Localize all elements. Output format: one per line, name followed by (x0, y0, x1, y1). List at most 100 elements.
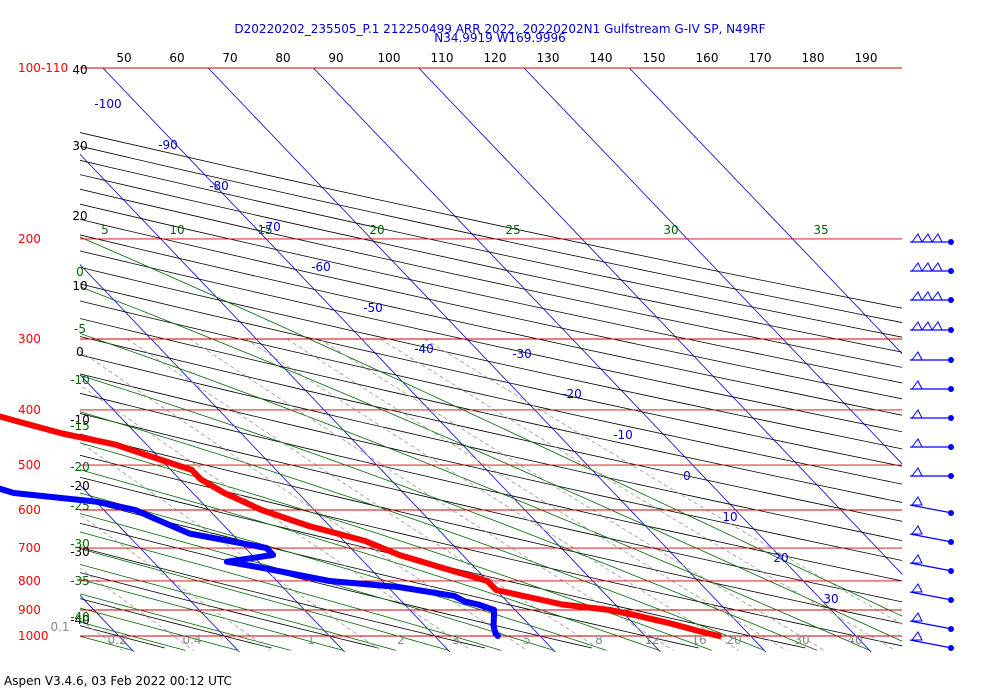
isotherm-line (418, 68, 902, 575)
wind-barb (910, 380, 954, 392)
mixing-ratio-label: 2 (397, 633, 405, 647)
moist-adiabat (80, 469, 660, 651)
wind-barb-staff (909, 591, 953, 601)
dry-adiabat-label: 30 (72, 139, 87, 153)
moist-adiabat (80, 411, 765, 651)
dry-adiabat (80, 250, 902, 433)
isotherm-line (80, 594, 135, 652)
top-axis-label: 110 (431, 51, 454, 65)
moist-adiabat (80, 593, 291, 651)
wind-barb-pennant (911, 438, 923, 448)
pressure-label: 200 (18, 232, 41, 246)
moist-adiabat-top-label: 10 (169, 223, 184, 237)
wind-barb-pennant (921, 291, 933, 301)
dry-adiabat (80, 159, 902, 338)
moist-adiabat (80, 236, 902, 617)
wind-barb-pennant (931, 262, 943, 272)
dry-adiabat (80, 203, 902, 384)
pressure-label: 900 (18, 603, 41, 617)
wind-barb-station (948, 386, 954, 392)
dry-adiabat (80, 499, 699, 649)
moist-adiabat (80, 333, 870, 651)
wind-barb-station (948, 297, 954, 303)
wind-barb-staff (909, 620, 953, 630)
wind-barb-pennant (921, 233, 933, 243)
mixing-ratio-label: 0.4 (182, 633, 201, 647)
mixing-ratio-line (80, 514, 271, 651)
moist-adiabat (80, 564, 396, 651)
wind-barbs (909, 233, 954, 651)
top-axis-label: 60 (169, 51, 184, 65)
moist-adiabat (80, 492, 607, 651)
isotherm-label: -40 (414, 342, 434, 356)
wind-barb-station (948, 473, 954, 479)
wind-barb-station (948, 597, 954, 603)
dry-adiabat-label: 20 (72, 209, 87, 223)
dry-adiabat (80, 266, 902, 450)
dry-adiabat (80, 234, 902, 416)
wind-barb-staff (909, 533, 953, 543)
wind-barb (909, 612, 954, 632)
wind-barb-station (948, 327, 954, 333)
wind-barb-station (948, 239, 954, 245)
wind-barb-pennant (911, 262, 923, 272)
dry-adiabat (80, 572, 379, 649)
moist-adiabat (80, 374, 818, 651)
mixing-ratio-label: 0.1 (50, 620, 69, 634)
wind-barb-pennant (921, 262, 933, 272)
isotherm-label: 0 (683, 469, 691, 483)
moist-adiabat-label: -40 (70, 610, 90, 624)
dry-adiabat (80, 413, 902, 603)
wind-barb-station (948, 568, 954, 574)
top-axis-label: 180 (802, 51, 825, 65)
wind-barb-pennant (911, 291, 923, 301)
dry-adiabat (80, 354, 902, 542)
isotherm-label: -80 (209, 179, 229, 193)
pressure-label: 800 (18, 574, 41, 588)
wind-barb-station (948, 645, 954, 651)
isotherm-line (80, 374, 345, 652)
wind-barb-station (948, 626, 954, 632)
mixing-ratio-label: 1 (307, 633, 315, 647)
wind-barb-pennant (911, 631, 923, 641)
wind-barb-pennant (911, 583, 923, 593)
dry-adiabat-label: -20 (70, 479, 90, 493)
wind-barb-pennant (931, 321, 943, 331)
wind-barb-station (948, 539, 954, 545)
mixing-ratio-line (319, 338, 825, 651)
isotherm-label: -20 (562, 387, 582, 401)
top-axis-label: 130 (537, 51, 560, 65)
top-axis-label: 90 (328, 51, 343, 65)
wind-barb (910, 233, 954, 245)
moist-adiabat-top-label: 5 (101, 223, 109, 237)
chart-title-line1: D20220202_235505_P.1 212250499 ARR 2022,… (234, 22, 765, 36)
isotherm-line (80, 153, 556, 652)
top-axis-label: 120 (484, 51, 507, 65)
isotherm-line (80, 484, 240, 652)
top-axis-label: 190 (855, 51, 878, 65)
chart-title-line2: N34.9919 W169.9996 (434, 31, 566, 45)
dry-adiabat-label: 0 (76, 345, 84, 359)
top-axis-label: 160 (696, 51, 719, 65)
moist-adiabat (80, 531, 502, 651)
isotherm-label: -60 (311, 260, 331, 274)
isotherm-label: 20 (773, 551, 788, 565)
moist-adiabat (80, 548, 449, 651)
mixing-ratio-line (286, 338, 787, 651)
moist-adiabat-top-label: 15 (257, 223, 272, 237)
dry-adiabat (80, 132, 902, 309)
moist-adiabat (80, 286, 902, 642)
top-axis-label: 80 (275, 51, 290, 65)
mixing-ratio-label: 3 (452, 633, 460, 647)
dry-adiabat (80, 188, 902, 368)
wind-barb (910, 262, 954, 274)
mixing-ratio-line (245, 338, 739, 651)
top-axis-label: 50 (116, 51, 131, 65)
moist-adiabat-label: -20 (70, 460, 90, 474)
top-axis-label: 140 (590, 51, 613, 65)
wind-barb-pennant (931, 233, 943, 243)
dry-adiabat (80, 218, 902, 400)
wind-barb-pennant (911, 496, 923, 506)
dry-adiabat (80, 336, 902, 522)
